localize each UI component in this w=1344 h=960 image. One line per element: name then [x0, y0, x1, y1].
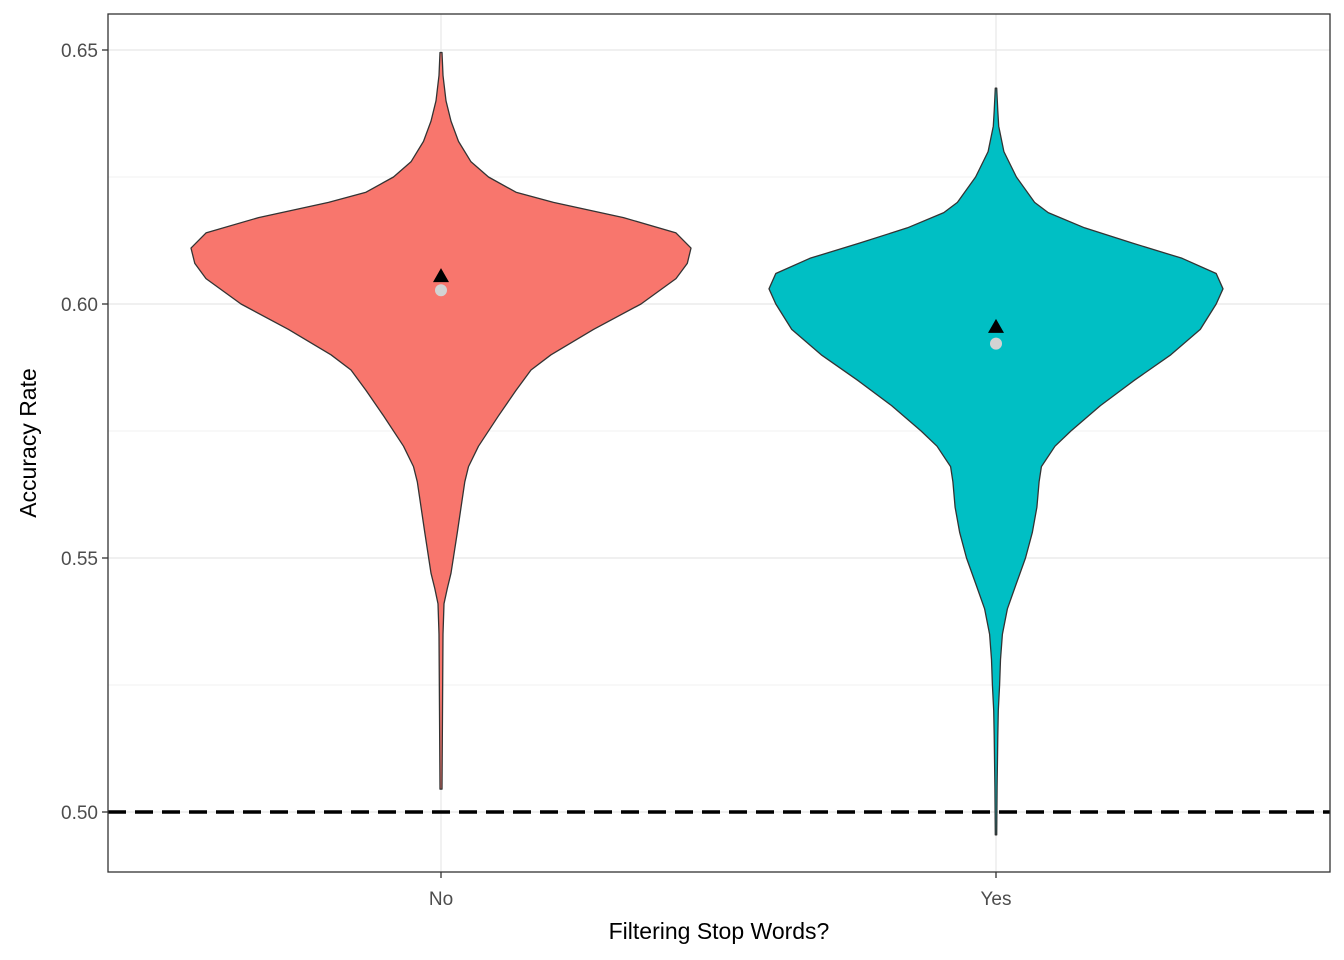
- mean-marker-no: [433, 268, 449, 283]
- marker-layer: [433, 268, 1004, 350]
- violin-no: [190, 51, 692, 790]
- violin-layer: [190, 51, 1224, 836]
- y-axis: 0.50 0.55 0.60 0.65: [61, 41, 108, 824]
- y-tick-label: 0.60: [61, 295, 98, 316]
- y-tick-label: 0.50: [61, 803, 98, 824]
- median-marker-no: [435, 284, 447, 297]
- x-tick-label: No: [429, 889, 453, 910]
- y-tick-label: 0.65: [61, 41, 98, 62]
- y-tick-label: 0.55: [61, 549, 98, 570]
- plot-panel-border: [107, 13, 1331, 873]
- x-axis: No Yes: [429, 872, 1012, 910]
- minor-gridlines: [108, 176, 1330, 686]
- median-marker-yes: [990, 337, 1002, 350]
- x-tick-label: Yes: [981, 889, 1012, 910]
- major-gridlines: [108, 14, 1330, 872]
- violin-yes: [768, 87, 1224, 836]
- x-axis-title: Filtering Stop Words?: [609, 918, 830, 944]
- y-axis-title: Accuracy Rate: [15, 368, 41, 518]
- mean-marker-yes: [988, 318, 1004, 333]
